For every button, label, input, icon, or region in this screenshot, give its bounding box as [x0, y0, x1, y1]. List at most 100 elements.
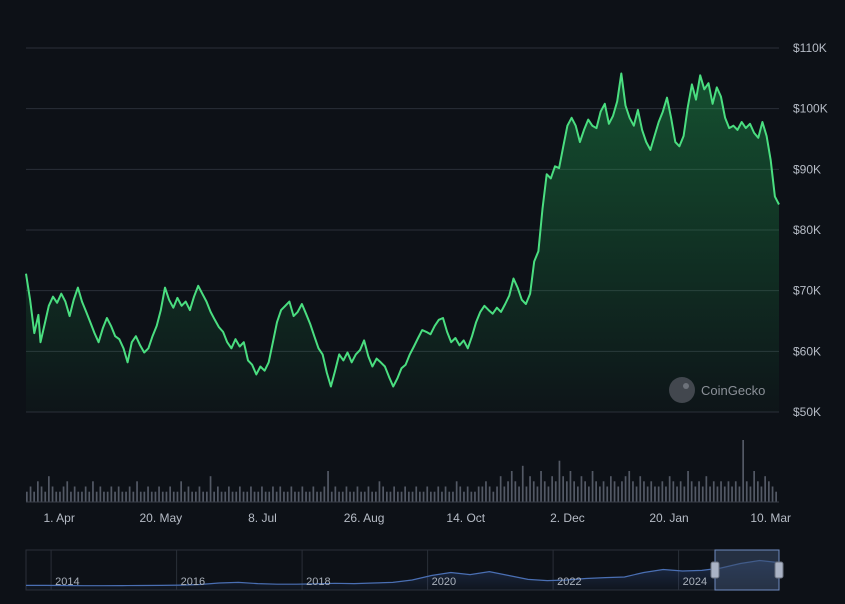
- volume-bar: [635, 486, 638, 502]
- volume-bar: [29, 486, 32, 502]
- volume-bar: [158, 486, 160, 502]
- volume-bar: [613, 481, 616, 502]
- volume-bar: [485, 481, 487, 502]
- volume-bar: [584, 481, 586, 502]
- volume-bar: [591, 471, 594, 502]
- volume-bar: [610, 476, 612, 502]
- navigator-line: [26, 559, 780, 587]
- volume-bar: [371, 491, 373, 502]
- volume-bar: [639, 476, 642, 502]
- volume-bar: [720, 481, 722, 502]
- volume-bar: [554, 481, 557, 502]
- volume-bar: [386, 491, 388, 502]
- volume-bar: [59, 491, 61, 502]
- volume-bar: [569, 471, 572, 502]
- volume-bar: [470, 491, 473, 502]
- volume-bar: [775, 491, 777, 502]
- volume-bar: [198, 486, 201, 502]
- volume-bar: [683, 486, 686, 502]
- volume-bar: [294, 491, 296, 502]
- volume-bar: [139, 491, 142, 502]
- y-tick-label: $100K: [793, 102, 828, 116]
- navigator-window[interactable]: [714, 549, 780, 591]
- volume-bar: [650, 481, 653, 502]
- volume-bar: [183, 491, 186, 502]
- volume-bar: [150, 491, 153, 502]
- volume-bar: [624, 476, 627, 502]
- volume-bar: [279, 486, 282, 502]
- volume-bar: [705, 476, 708, 502]
- volume-bar: [643, 481, 645, 502]
- volume-bar: [73, 486, 76, 502]
- volume-bar: [338, 491, 340, 502]
- volume-bar: [716, 486, 719, 502]
- volume-bar: [621, 481, 623, 502]
- volume-bar: [628, 471, 631, 502]
- volume-bar: [698, 481, 700, 502]
- volume-bar: [176, 491, 179, 502]
- navigator-handle-left[interactable]: [710, 561, 720, 579]
- volume-bar: [665, 486, 667, 502]
- volume-bar: [731, 486, 733, 502]
- volume-bar: [110, 486, 113, 502]
- volume-bar: [536, 486, 539, 502]
- volume-bar: [114, 491, 116, 502]
- volume-bar: [341, 491, 344, 502]
- volume-bar: [327, 471, 329, 502]
- volume-bar: [419, 491, 421, 502]
- volume-bar: [433, 491, 436, 502]
- volume-bar: [62, 486, 65, 502]
- x-tick-label: 8. Jul: [248, 511, 277, 525]
- volume-bar: [117, 486, 120, 502]
- volume-bar: [510, 471, 513, 502]
- volume-bar: [92, 481, 94, 502]
- volume-bar: [51, 486, 54, 502]
- volume-bar: [283, 491, 285, 502]
- volume-bar: [206, 491, 208, 502]
- volume-bar: [77, 491, 80, 502]
- volume-bar: [323, 486, 326, 502]
- volume-bar: [455, 481, 458, 502]
- y-tick-label: $110K: [793, 41, 827, 55]
- watermark-text: CoinGecko: [701, 383, 765, 398]
- volume-bar: [496, 486, 498, 502]
- volume-bar: [400, 491, 403, 502]
- volume-bar: [477, 486, 480, 502]
- volume-bar: [757, 481, 759, 502]
- volume-bar: [580, 476, 583, 502]
- volume-bar: [723, 486, 726, 502]
- navigator-handle-right[interactable]: [774, 561, 784, 579]
- volume-bar: [125, 491, 127, 502]
- price-line[interactable]: [25, 72, 780, 388]
- x-tick-label: 10. Mar: [750, 511, 791, 525]
- volume-bar: [305, 491, 307, 502]
- volume-bar: [617, 486, 620, 502]
- volume-bar: [474, 491, 476, 502]
- volume-bar: [463, 491, 465, 502]
- volume-bar: [551, 476, 553, 502]
- volume-bar: [408, 491, 410, 502]
- navigator-year-label: 2024: [683, 576, 707, 588]
- volume-bar: [481, 486, 484, 502]
- volume-bar: [143, 491, 146, 502]
- navigator-year-label: 2022: [557, 576, 581, 588]
- y-tick-label: $90K: [793, 162, 821, 176]
- volume-bar: [121, 491, 124, 502]
- volume-bar: [286, 491, 289, 502]
- volume-bar: [235, 491, 238, 502]
- volume-bar: [257, 491, 260, 502]
- volume-bar: [103, 491, 105, 502]
- volume-bar: [275, 491, 278, 502]
- volume-bar: [668, 476, 671, 502]
- volume-bar: [242, 491, 245, 502]
- volume-bar: [503, 486, 506, 502]
- volume-bar: [687, 471, 689, 502]
- volume-bar: [330, 491, 333, 502]
- volume-bar: [712, 481, 715, 502]
- navigator[interactable]: 2014 2016 2018 2020 2022 2024: [25, 549, 784, 591]
- volume-bar: [195, 491, 197, 502]
- volume-bar: [217, 486, 219, 502]
- volume-bar: [444, 486, 447, 502]
- volume-bar: [191, 491, 193, 502]
